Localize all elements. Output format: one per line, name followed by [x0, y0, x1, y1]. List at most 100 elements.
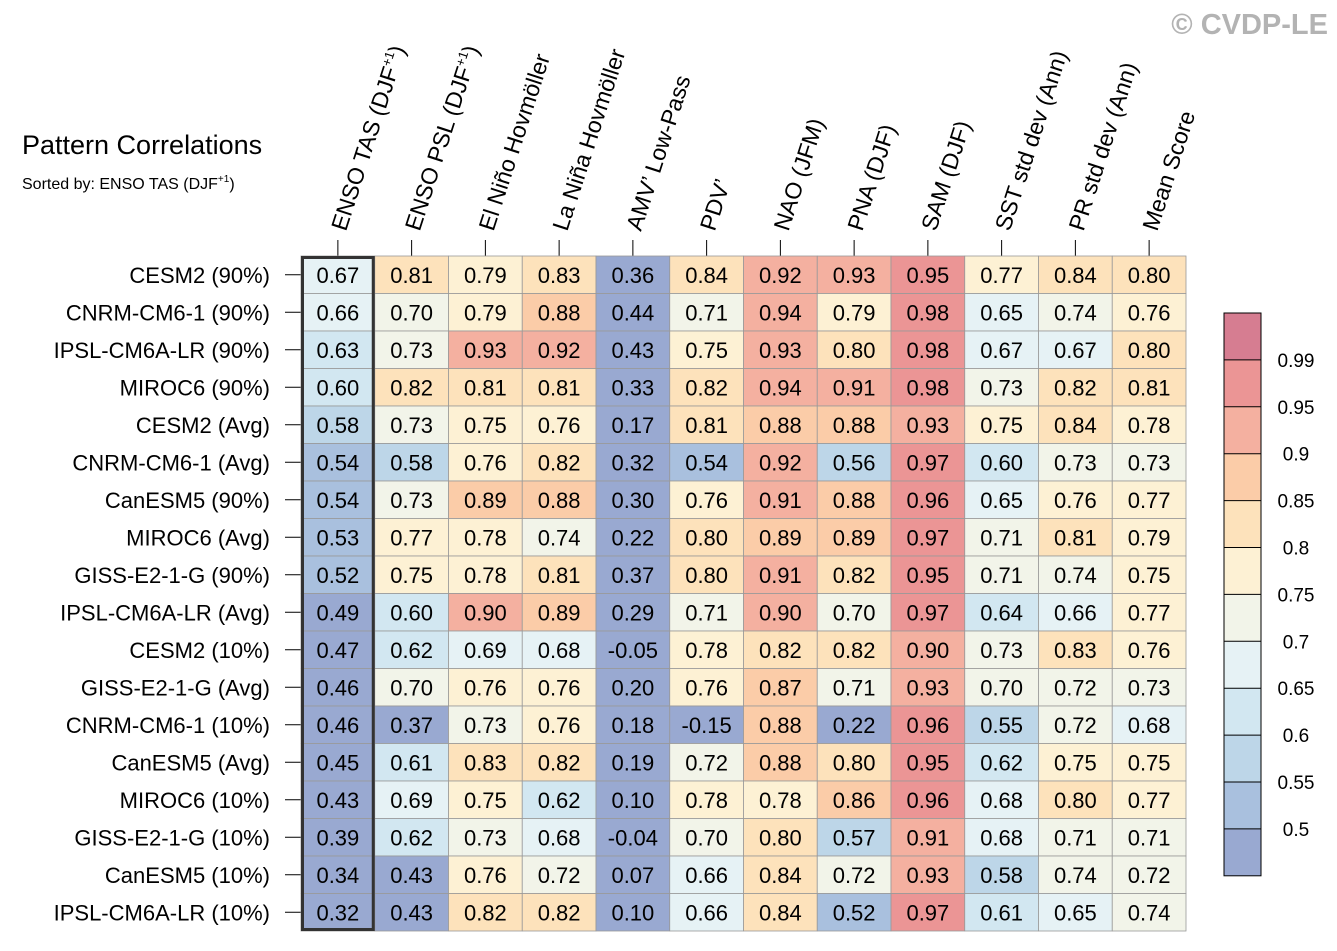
cell-value-label: 0.91	[906, 825, 949, 850]
heatmap-cell	[448, 743, 523, 782]
cell-value-label: 0.49	[316, 600, 359, 625]
row-label: CNRM-CM6-1 (10%)	[66, 713, 270, 738]
cell-value-label: 0.81	[538, 563, 581, 588]
cell-value-label: 0.87	[759, 675, 802, 700]
cell-value-label: 0.70	[390, 300, 433, 325]
cell-value-label: 0.17	[611, 413, 654, 438]
heatmap-cell	[964, 743, 1039, 782]
cell-value-label: 0.72	[1054, 713, 1097, 738]
cell-value-label: 0.93	[906, 413, 949, 438]
cell-value-label: 0.58	[390, 450, 433, 475]
cell-value-label: 0.43	[390, 863, 433, 888]
cell-value-label: 0.53	[316, 525, 359, 550]
cell-value-label: 0.88	[759, 713, 802, 738]
heatmap-cell	[595, 780, 671, 819]
cell-value-label: 0.75	[390, 563, 433, 588]
cell-value-label: 0.93	[833, 263, 876, 288]
heatmap-cell	[595, 255, 671, 294]
heatmap-cell	[743, 443, 818, 482]
cell-value-label: 0.80	[685, 563, 728, 588]
cell-value-label: 0.75	[1128, 750, 1171, 775]
heatmap-cell	[1111, 630, 1187, 669]
cell-value-label: 0.62	[980, 750, 1023, 775]
cell-value-label: 0.76	[464, 450, 507, 475]
cell-value-label: 0.73	[390, 488, 433, 513]
heatmap-cell	[816, 780, 892, 819]
heatmap-cell	[1038, 705, 1113, 744]
cell-value-label: 0.70	[833, 600, 876, 625]
cell-value-label: 0.10	[611, 788, 654, 813]
cell-value-label: 0.82	[538, 750, 581, 775]
heatmap-cell	[1038, 668, 1113, 707]
cell-value-label: 0.76	[538, 675, 581, 700]
cell-value-label: 0.32	[611, 450, 654, 475]
heatmap-cell	[448, 593, 523, 632]
cell-value-label: 0.78	[685, 638, 728, 663]
cell-value-label: 0.78	[464, 525, 507, 550]
colorbar-segment	[1224, 594, 1261, 642]
heatmap-cell	[669, 518, 744, 557]
heatmap-cell	[1111, 518, 1187, 557]
cell-value-label: 0.68	[980, 788, 1023, 813]
heatmap-cell	[300, 330, 376, 369]
colorbar-segment	[1224, 547, 1261, 595]
cell-value-label: 0.71	[980, 525, 1023, 550]
row-label: CanESM5 (Avg)	[111, 750, 270, 775]
heatmap-cell	[521, 405, 597, 444]
chart-title: Pattern Correlations	[22, 130, 262, 160]
cell-value-label: -0.15	[682, 713, 732, 738]
cell-value-label: 0.96	[906, 788, 949, 813]
row-label: GISS-E2-1-G (Avg)	[81, 675, 270, 700]
heatmap-cell	[1038, 743, 1113, 782]
heatmap-cell	[890, 593, 966, 632]
cell-value-label: 0.58	[980, 863, 1023, 888]
cell-value-label: 0.73	[464, 713, 507, 738]
heatmap-cell	[890, 855, 966, 894]
heatmap-cell	[374, 743, 449, 782]
heatmap-cell	[743, 593, 818, 632]
heatmap-cell	[669, 405, 744, 444]
cell-value-label: 0.58	[316, 413, 359, 438]
heatmap-cell	[448, 893, 523, 932]
column-header-label: ENSO TAS (DJF+1)	[326, 42, 410, 233]
heatmap-cell	[300, 555, 376, 594]
cell-value-label: 0.76	[464, 863, 507, 888]
heatmap-cell	[743, 893, 818, 932]
cell-value-label: 0.94	[759, 300, 802, 325]
heatmap-cell	[521, 893, 597, 932]
cell-value-label: 0.79	[1128, 525, 1171, 550]
cell-value-label: 0.57	[833, 825, 876, 850]
colorbar-segment	[1224, 406, 1261, 454]
colorbar-segment	[1224, 688, 1261, 736]
cell-value-label: 0.47	[316, 638, 359, 663]
cell-value-label: 0.79	[464, 300, 507, 325]
cell-value-label: 0.93	[759, 338, 802, 363]
cell-value-label: 0.80	[833, 338, 876, 363]
cell-value-label: 0.44	[611, 300, 654, 325]
cell-value-label: 0.73	[1128, 450, 1171, 475]
cell-value-label: 0.10	[611, 900, 654, 925]
heatmap-cell	[448, 630, 523, 669]
cell-value-label: 0.66	[685, 863, 728, 888]
heatmap-cell	[743, 705, 818, 744]
cell-value-label: 0.97	[906, 450, 949, 475]
row-label: IPSL-CM6A-LR (90%)	[54, 338, 270, 363]
colorbar: 0.5 0.55 0.6 0.65 0.7 0.75 0.8 0.85 0.9 0.95 0.99	[1223, 312, 1314, 877]
cell-value-label: 0.98	[906, 338, 949, 363]
heatmap-cell	[890, 368, 966, 407]
heatmap-cell	[595, 480, 671, 519]
colorbar-segment	[1224, 313, 1261, 360]
cell-value-label: 0.73	[980, 638, 1023, 663]
heatmap-cell	[890, 443, 966, 482]
cell-value-label: 0.54	[685, 450, 728, 475]
heatmap-cell	[1111, 443, 1187, 482]
heatmap-cell	[521, 855, 597, 894]
heatmap-cell	[521, 443, 597, 482]
cell-value-label: 0.80	[1054, 788, 1097, 813]
heatmap-cell	[964, 780, 1039, 819]
cell-value-label: 0.89	[833, 525, 876, 550]
heatmap-cell	[816, 668, 892, 707]
row-label: GISS-E2-1-G (90%)	[74, 563, 270, 588]
cell-value-label: 0.89	[538, 600, 581, 625]
cell-value-label: 0.82	[538, 450, 581, 475]
